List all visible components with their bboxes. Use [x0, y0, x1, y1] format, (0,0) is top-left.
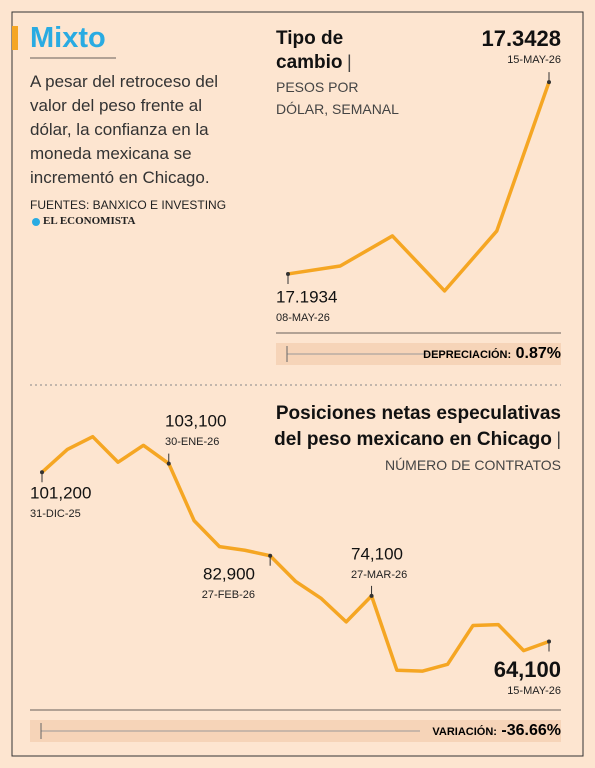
- date-label: 15-MAY-26: [507, 54, 561, 66]
- sources: FUENTES: BANXICO E INVESTING: [30, 198, 227, 212]
- point: [547, 80, 551, 85]
- description: A pesar del retroceso del valor del peso…: [30, 72, 219, 187]
- date-label: 30-ENE-26: [165, 436, 219, 448]
- value-label: 101,200: [30, 483, 91, 502]
- point: [166, 461, 171, 466]
- value-label: 64,100: [494, 657, 561, 682]
- frame: [11, 11, 584, 757]
- separator-bar: |: [346, 52, 352, 72]
- date-label: 31-DIC-25: [30, 508, 81, 520]
- chart-title-block: Posiciones netas especulativas del peso …: [246, 402, 561, 478]
- chart-title: Posiciones netas especulativas del peso …: [274, 403, 561, 450]
- chart-title-block: Tipo de cambio |: [276, 28, 366, 75]
- point: [547, 639, 551, 644]
- line: [287, 81, 551, 293]
- value-label: 103,100: [165, 411, 226, 430]
- date-label: 27-MAR-26: [351, 569, 407, 581]
- separator-bar: |: [556, 429, 561, 449]
- logo-icon: [32, 218, 40, 226]
- accent-bar: [12, 26, 18, 50]
- summary: VARIACIÓN: -36.66%: [432, 722, 561, 740]
- chart-title: Tipo de cambio: [276, 28, 344, 73]
- summary-label: DEPRECIACIÓN:: [423, 349, 512, 361]
- summary-label: VARIACIÓN:: [432, 726, 497, 738]
- summary-value: -36.66%: [501, 722, 561, 739]
- point: [268, 553, 273, 558]
- date-label: 08-MAY-26: [276, 312, 330, 324]
- summary-value: 0.87%: [515, 345, 561, 362]
- value-label: 82,900: [203, 564, 255, 583]
- chart-subtitle: PESOS POR DÓLAR, SEMANAL: [276, 79, 399, 117]
- date-label: 27-FEB-26: [202, 589, 255, 601]
- point: [286, 271, 290, 276]
- page-title: Mixto: [30, 22, 106, 54]
- value-label: 17.3428: [481, 26, 561, 51]
- chart-subtitle: NÚMERO DE CONTRATOS: [384, 457, 561, 473]
- logo: EL ECONOMISTA: [43, 215, 136, 227]
- point: [369, 593, 374, 598]
- summary: DEPRECIACIÓN: 0.87%: [423, 345, 561, 363]
- value-label: 17.1934: [276, 287, 337, 306]
- point: [40, 470, 44, 475]
- line: [40, 434, 550, 673]
- date-label: 15-MAY-26: [507, 685, 561, 697]
- value-label: 74,100: [351, 544, 403, 563]
